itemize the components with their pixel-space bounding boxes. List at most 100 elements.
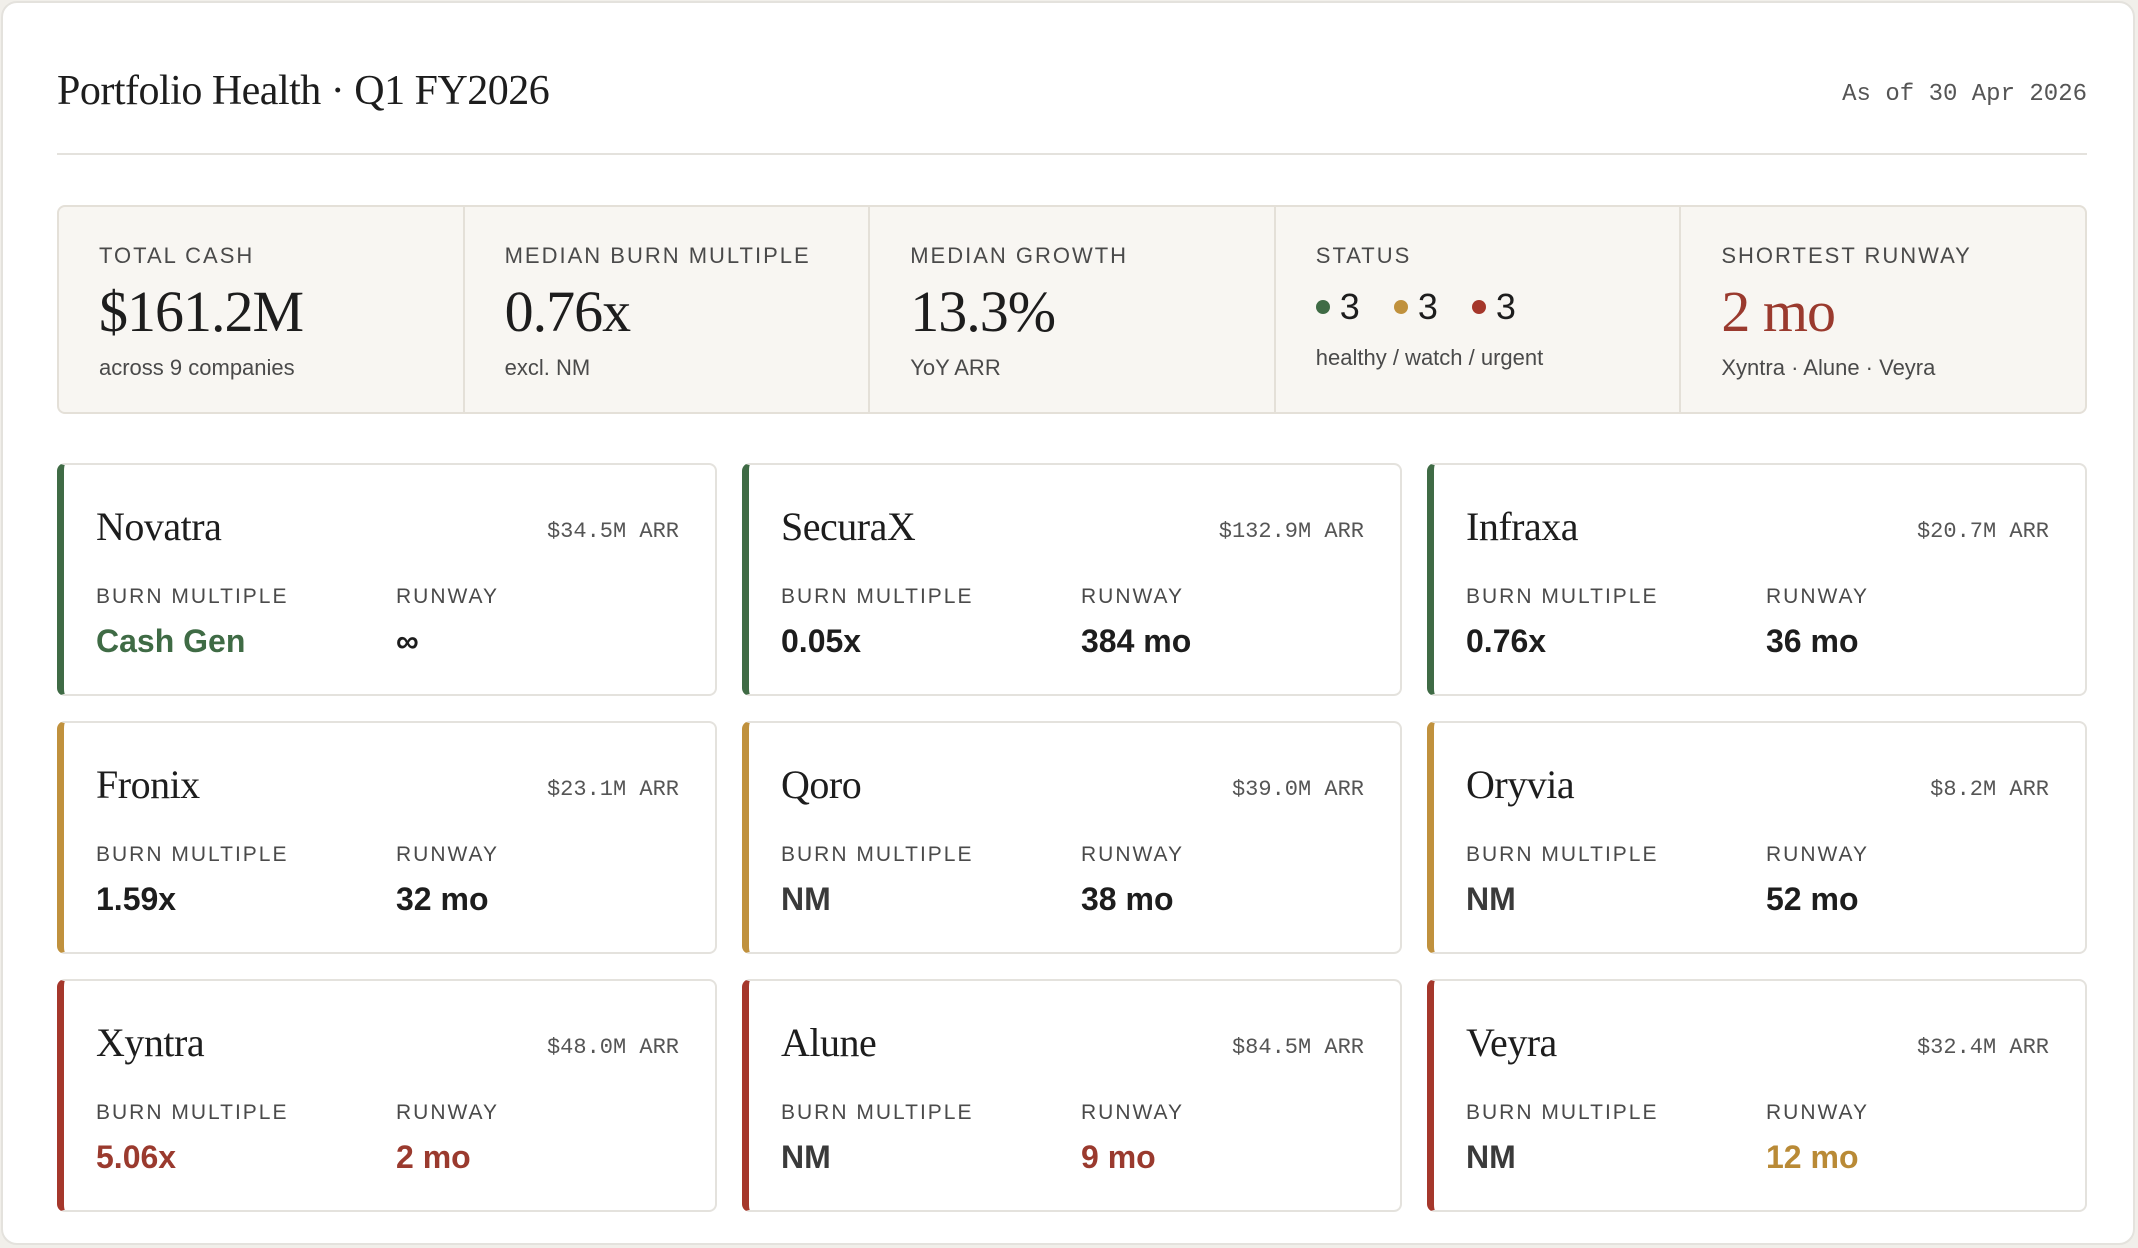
burn-label: BURN MULTIPLE [781,585,974,608]
company-card[interactable]: Fronix $23.1M ARR BURN MULTIPLE 1.59x RU… [57,721,717,954]
runway-metric: RUNWAY 2 mo [396,1101,499,1176]
runway-value: 52 mo [1766,881,1859,917]
burn-metric: BURN MULTIPLE 1.59x [96,843,288,918]
status-urgent: 3 [1471,286,1516,328]
runway-label: RUNWAY [396,843,499,866]
runway-value: 2 mo [396,1139,471,1175]
company-arr: $132.9M ARR [1218,519,1364,544]
kpi-sub: Xyntra · Alune · Veyra [1721,355,1936,380]
company-arr: $23.1M ARR [546,777,679,802]
healthy-count: 3 [1339,286,1360,327]
company-name: Qoro [781,762,862,807]
kpi-sub: excl. NM [504,355,591,380]
company-name: Xyntra [96,1020,205,1065]
company-arr: $20.7M ARR [1916,519,2049,544]
burn-label: BURN MULTIPLE [1466,843,1659,866]
burn-metric: BURN MULTIPLE Cash Gen [96,585,288,660]
company-name: Novatra [96,504,222,549]
status-counts: 3 3 3 [1315,283,1680,331]
burn-value: NM [1466,1139,1516,1175]
runway-metric: RUNWAY 9 mo [1081,1101,1184,1176]
burn-value: NM [781,881,831,917]
burn-metric: BURN MULTIPLE 0.05x [781,585,973,660]
burn-value: NM [1466,881,1516,917]
company-name: Fronix [96,762,200,807]
runway-label: RUNWAY [1081,843,1184,866]
company-arr: $48.0M ARR [546,1035,679,1060]
company-card[interactable]: Oryvia $8.2M ARR BURN MULTIPLE NM RUNWAY… [1427,721,2087,954]
company-grid: Novatra $34.5M ARR BURN MULTIPLE Cash Ge… [57,463,2087,1212]
company-name: Oryvia [1466,762,1575,807]
runway-label: RUNWAY [396,585,499,608]
company-card[interactable]: Veyra $32.4M ARR BURN MULTIPLE NM RUNWAY… [1427,979,2087,1212]
burn-metric: BURN MULTIPLE NM [1466,843,1658,918]
kpi-label: MEDIAN BURN MULTIPLE [504,243,811,268]
kpi-value: 2 mo [1721,279,1836,344]
runway-label: RUNWAY [1766,1101,1869,1124]
status-watch: 3 [1393,286,1438,328]
runway-metric: RUNWAY ∞ [396,585,499,660]
company-arr: $39.0M ARR [1231,777,1364,802]
runway-value: ∞ [396,623,419,659]
company-card[interactable]: Qoro $39.0M ARR BURN MULTIPLE NM RUNWAY … [742,721,1402,954]
burn-label: BURN MULTIPLE [1466,585,1659,608]
burn-label: BURN MULTIPLE [96,1101,289,1124]
kpi-label: STATUS [1315,243,1412,268]
healthy-dot-icon [1315,300,1330,314]
runway-label: RUNWAY [396,1101,499,1124]
company-card[interactable]: Novatra $34.5M ARR BURN MULTIPLE Cash Ge… [57,463,717,696]
company-arr: $32.4M ARR [1916,1035,2049,1060]
runway-metric: RUNWAY 32 mo [396,843,499,918]
burn-label: BURN MULTIPLE [96,843,289,866]
burn-value: 0.76x [1466,623,1547,659]
kpi-value: 13.3% [910,279,1056,344]
runway-metric: RUNWAY 36 mo [1766,585,1869,660]
burn-value: 0.05x [781,623,862,659]
kpi-median-burn: MEDIAN BURN MULTIPLE 0.76x excl. NM [465,207,871,412]
burn-metric: BURN MULTIPLE NM [781,843,973,918]
runway-value: 9 mo [1081,1139,1156,1175]
burn-label: BURN MULTIPLE [96,585,289,608]
company-name: Veyra [1466,1020,1557,1065]
company-name: SecuraX [781,504,916,549]
company-card[interactable]: Infraxa $20.7M ARR BURN MULTIPLE 0.76x R… [1427,463,2087,696]
status-healthy: 3 [1315,286,1360,328]
company-arr: $8.2M ARR [1930,777,2049,802]
company-card[interactable]: SecuraX $132.9M ARR BURN MULTIPLE 0.05x … [742,463,1402,696]
runway-value: 384 mo [1081,623,1192,659]
kpi-label: MEDIAN GROWTH [910,243,1129,268]
burn-label: BURN MULTIPLE [781,1101,974,1124]
as-of-date: As of 30 Apr 2026 [1842,81,2087,108]
company-card[interactable]: Alune $84.5M ARR BURN MULTIPLE NM RUNWAY… [742,979,1402,1212]
company-name: Infraxa [1466,504,1578,549]
burn-value: Cash Gen [96,623,246,659]
kpi-median-growth: MEDIAN GROWTH 13.3% YoY ARR [870,207,1276,412]
urgent-count: 3 [1495,286,1516,327]
runway-metric: RUNWAY 384 mo [1081,585,1191,660]
runway-value: 32 mo [396,881,489,917]
company-name: Alune [781,1020,877,1065]
runway-label: RUNWAY [1766,843,1869,866]
kpi-label: SHORTEST RUNWAY [1721,243,1972,268]
kpi-label: TOTAL CASH [99,243,255,268]
runway-value: 12 mo [1766,1139,1859,1175]
runway-value: 38 mo [1081,881,1174,917]
burn-label: BURN MULTIPLE [781,843,974,866]
company-card[interactable]: Xyntra $48.0M ARR BURN MULTIPLE 5.06x RU… [57,979,717,1212]
company-arr: $84.5M ARR [1231,1035,1364,1060]
runway-label: RUNWAY [1081,585,1184,608]
burn-metric: BURN MULTIPLE NM [1466,1101,1658,1176]
kpi-sub: across 9 companies [99,355,295,380]
burn-value: 5.06x [96,1139,177,1175]
runway-metric: RUNWAY 52 mo [1766,843,1869,918]
runway-label: RUNWAY [1766,585,1869,608]
summary-strip: TOTAL CASH $161.2M across 9 companies ME… [57,205,2087,414]
kpi-sub: YoY ARR [910,355,1001,380]
burn-metric: BURN MULTIPLE NM [781,1101,973,1176]
page-title: Portfolio Health · Q1 FY2026 [57,68,550,114]
kpi-value: 0.76x [504,279,631,344]
urgent-dot-icon [1471,300,1486,314]
kpi-total-cash: TOTAL CASH $161.2M across 9 companies [59,207,465,412]
runway-label: RUNWAY [1081,1101,1184,1124]
